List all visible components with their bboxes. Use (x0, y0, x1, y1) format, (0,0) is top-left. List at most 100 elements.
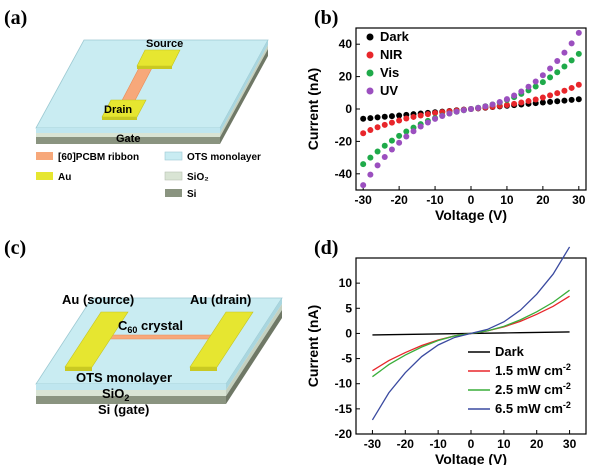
x-tick-label: 30 (572, 193, 586, 207)
x-tick-label: -10 (429, 437, 447, 451)
x-tick-label: -20 (397, 437, 415, 451)
data-point-uv (539, 72, 546, 79)
key-swatch-sio2 (164, 171, 183, 181)
chart-b-marks (360, 29, 582, 189)
chart-b-ylabel: Current (nA) (305, 68, 321, 150)
si-layer-c-side (226, 310, 282, 404)
y-tick-label: -40 (335, 167, 353, 181)
data-point-vis (396, 132, 403, 139)
data-point-uv (475, 104, 482, 111)
data-point-uv (525, 83, 532, 90)
x-tick-label: 10 (497, 437, 511, 451)
data-point-nir (511, 100, 518, 107)
data-point-nir (575, 81, 582, 88)
data-point-uv (360, 182, 367, 189)
data-point-uv (532, 78, 539, 85)
data-point-nir (539, 94, 546, 101)
data-point-uv (439, 112, 446, 119)
data-point-uv (503, 96, 510, 103)
au-drain-label: Au (drain) (190, 292, 251, 307)
y-tick-label: 20 (339, 70, 353, 84)
data-point-uv (403, 133, 410, 140)
data-point-nir (532, 96, 539, 103)
data-point-nir (410, 113, 417, 120)
ots-layer-front (36, 128, 220, 133)
data-point-vis (575, 50, 582, 57)
data-point-uv (468, 106, 474, 112)
data-point-vis (539, 79, 546, 86)
legend-label: NIR (380, 47, 403, 62)
data-point-vis (547, 74, 554, 81)
ots-layer-c-front (36, 384, 226, 390)
y-tick-label: 0 (345, 326, 352, 340)
data-point-uv (417, 123, 424, 130)
data-point-dark (381, 113, 388, 120)
y-tick-label: -20 (335, 427, 353, 441)
y-tick-label: 5 (345, 301, 352, 315)
y-tick-label: 0 (345, 102, 352, 116)
x-tick-label: -30 (364, 437, 382, 451)
data-point-dark (554, 98, 561, 105)
key-item-pcbm: [60]PCBM ribbon (36, 152, 139, 163)
data-point-nir (561, 87, 568, 94)
ots-monolayer-label: OTS monolayer (76, 370, 172, 385)
chart-d-marks (371, 246, 571, 421)
data-point-dark (396, 112, 403, 119)
legend-label: 2.5 mW cm-2 (495, 381, 571, 397)
chart-d-ylabel: Current (nA) (305, 305, 321, 387)
chart-b-axes: -30 -20 -10 0 10 20 30 -40 -20 0 20 40 (335, 27, 587, 207)
data-point-dark (388, 113, 395, 120)
data-point-uv (561, 49, 568, 56)
sio2-layer-side (220, 45, 268, 137)
y-tick-label: 40 (339, 37, 353, 51)
x-tick-label: -10 (426, 193, 444, 207)
au-source-electrode-edge (65, 367, 92, 371)
x-tick-label: 10 (500, 193, 514, 207)
data-point-uv (518, 88, 525, 95)
data-point-uv (367, 171, 374, 178)
key-item-sio2: SiO₂ (164, 171, 209, 183)
si-layer-side (220, 49, 268, 144)
data-point-uv (511, 92, 518, 99)
data-point-nir (525, 98, 532, 105)
x-tick-label: 0 (468, 437, 475, 451)
si-gate-label: Si (gate) (98, 402, 149, 417)
device-schematic-a: Source Drain Gate (35, 38, 269, 145)
sio2-layer-c-side (226, 304, 282, 396)
x-tick-label: 20 (536, 193, 550, 207)
key-label-au: Au (58, 172, 71, 183)
data-point-vis (568, 57, 575, 64)
y-tick-label: 10 (339, 276, 353, 290)
chart-d-legend: Dark 1.5 mW cm-2 2.5 mW cm-2 6.5 mW cm-2 (468, 344, 571, 416)
legend-marker (366, 51, 374, 59)
data-point-uv (374, 162, 381, 169)
y-tick-label: -10 (335, 377, 353, 391)
legend-label: Vis (380, 65, 399, 80)
key-label-sio2: SiO₂ (187, 172, 209, 183)
key-swatch-au (36, 172, 53, 180)
si-layer-front (36, 137, 220, 144)
data-point-nir (374, 124, 381, 131)
x-tick-label: -20 (390, 193, 408, 207)
x-tick-label: 0 (468, 193, 475, 207)
legend-marker (366, 33, 374, 41)
data-point-nir (417, 112, 424, 119)
source-electrode-edge (137, 66, 172, 69)
data-point-nir (360, 130, 367, 137)
y-tick-label: -20 (335, 134, 353, 148)
data-point-uv (460, 107, 467, 114)
data-point-nir (554, 90, 561, 97)
data-point-nir (568, 84, 575, 91)
data-point-uv (575, 29, 582, 36)
data-point-dark (547, 98, 554, 105)
data-point-uv (568, 40, 575, 47)
data-point-nir (547, 92, 554, 99)
c60-crystal-label: C60 crystal (118, 318, 183, 335)
data-point-nir (518, 99, 525, 106)
data-point-vis (561, 63, 568, 70)
au-drain-electrode-edge (190, 367, 217, 371)
data-point-uv (410, 128, 417, 135)
sio2-label: SiO2 (102, 386, 129, 403)
data-point-uv (496, 99, 503, 106)
